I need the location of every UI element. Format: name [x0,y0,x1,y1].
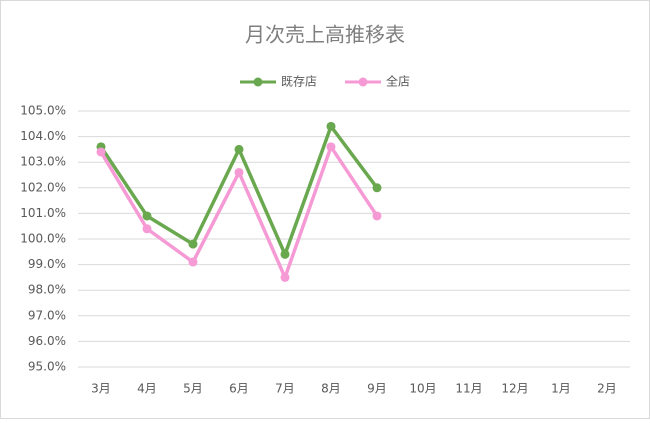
x-tick-label: 1月 [551,382,571,396]
x-tick-label: 5月 [183,382,203,396]
x-tick-label: 9月 [367,382,387,396]
point [142,224,152,234]
x-tick-label: 10月 [409,382,436,396]
point [280,249,290,259]
y-tick-label: 103.0% [20,155,66,169]
legend-marker [253,77,263,87]
y-tick-label: 97.0% [28,308,66,322]
point [234,167,244,177]
x-tick-label: 12月 [501,382,528,396]
point [280,272,290,282]
x-tick-label: 2月 [597,382,617,396]
x-tick-label: 6月 [229,382,249,396]
point [234,144,244,154]
point [188,239,198,249]
x-tick-label: 8月 [321,382,341,396]
x-tick-label: 7月 [275,382,295,396]
chart-title: 月次売上高推移表 [245,23,405,47]
y-tick-label: 100.0% [20,232,66,246]
y-tick-label: 99.0% [28,257,66,271]
y-tick-label: 95.0% [28,360,66,374]
y-tick-label: 98.0% [28,283,66,297]
y-tick-label: 102.0% [20,180,66,194]
y-tick-label: 101.0% [20,206,66,220]
x-tick-label: 11月 [455,382,482,396]
point [96,147,106,157]
legend-label: 全店 [386,74,410,89]
y-tick-label: 105.0% [20,104,66,118]
x-tick-label: 3月 [91,382,111,396]
y-tick-label: 96.0% [28,334,66,348]
x-tick-label: 4月 [137,382,157,396]
point [326,121,336,131]
point [372,211,382,221]
point [326,142,336,152]
point [188,257,198,267]
legend-marker [358,77,368,87]
point [372,183,382,193]
point [142,211,152,221]
y-tick-label: 104.0% [20,129,66,143]
legend-label: 既存店 [281,75,317,89]
